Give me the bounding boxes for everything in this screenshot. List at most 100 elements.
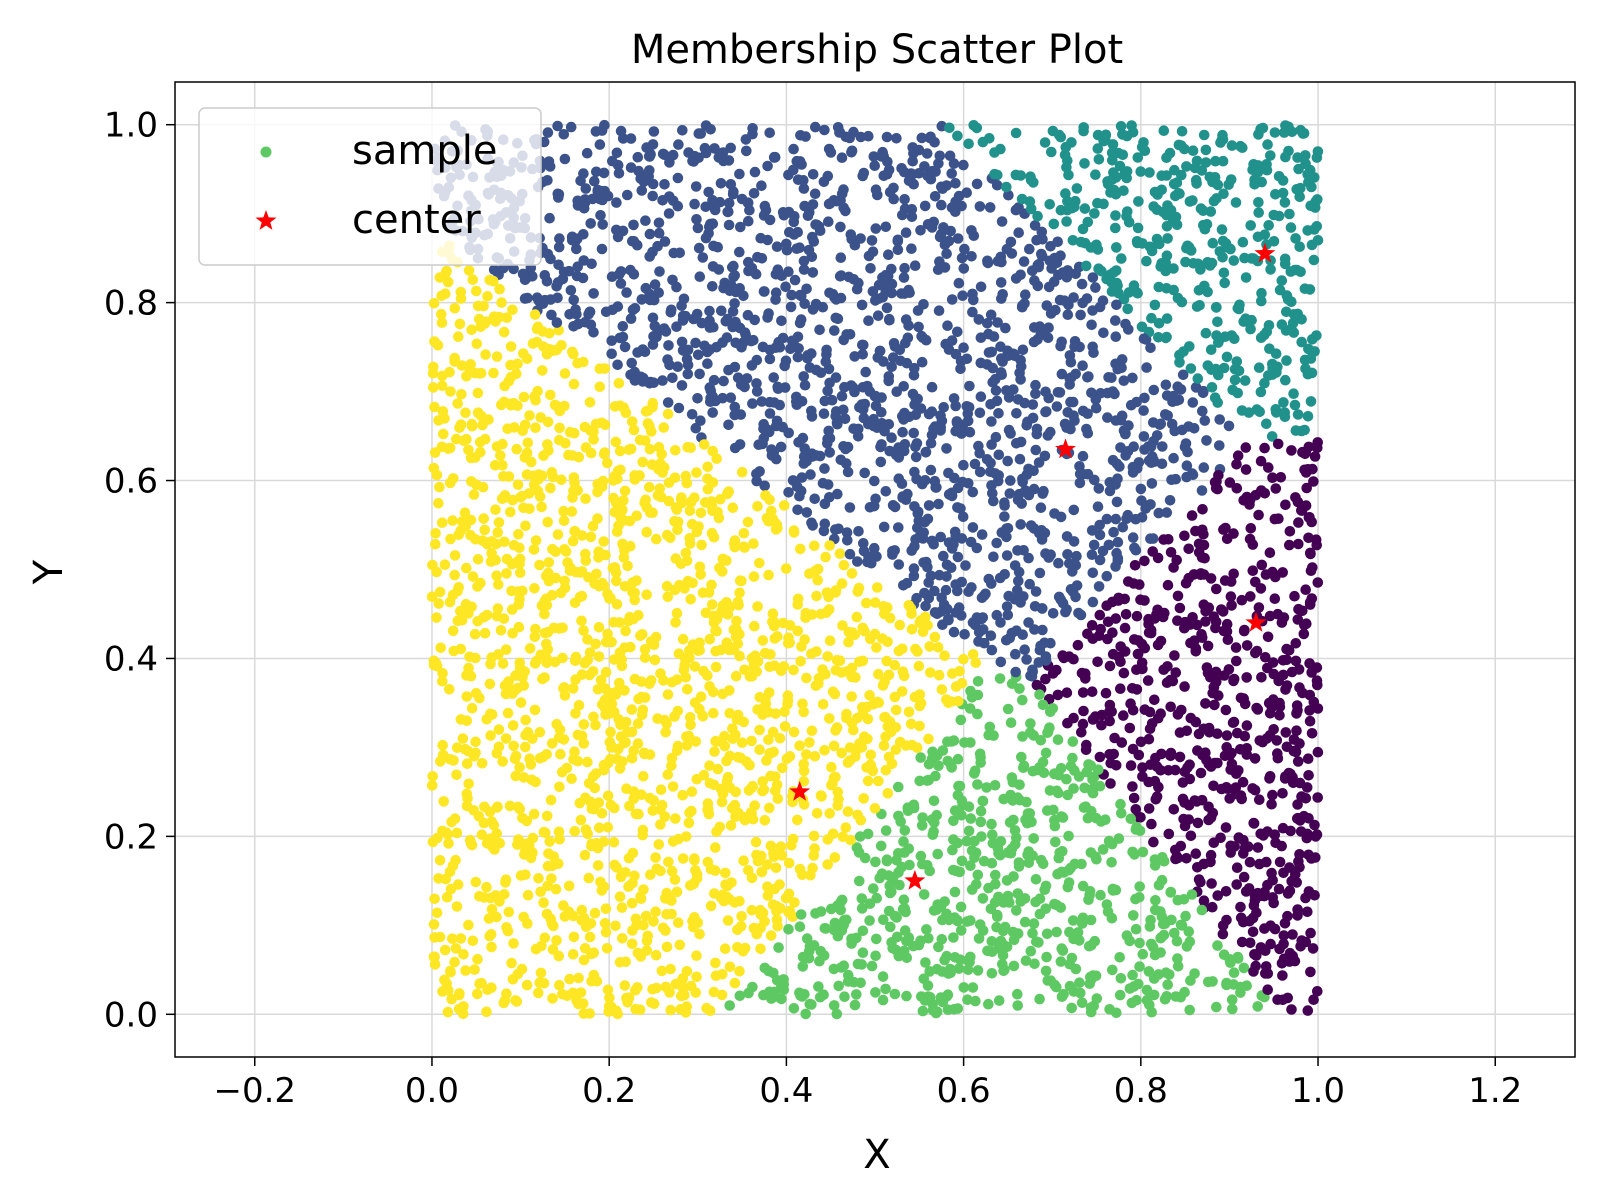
sample-point [523, 488, 535, 499]
sample-point [520, 714, 531, 726]
sample-point [832, 900, 843, 911]
sample-point [1156, 458, 1168, 470]
sample-point [1162, 979, 1173, 990]
sample-point [1015, 896, 1026, 907]
sample-point [490, 316, 501, 327]
sample-point [943, 614, 954, 626]
sample-point [1093, 630, 1105, 641]
sample-point [666, 676, 678, 688]
sample-point [881, 131, 893, 143]
sample-point [545, 794, 557, 806]
sample-point [1238, 962, 1250, 974]
sample-point [724, 1000, 735, 1011]
sample-point [451, 433, 462, 445]
sample-point [1244, 499, 1255, 510]
sample-point [975, 805, 987, 817]
sample-point [578, 625, 589, 636]
sample-point [1278, 930, 1290, 941]
sample-point [883, 371, 895, 382]
sample-point [1309, 890, 1320, 901]
sample-point [942, 320, 953, 332]
sample-point [1154, 419, 1166, 431]
sample-point [608, 654, 620, 665]
sample-point [1025, 520, 1037, 531]
sample-point [556, 474, 567, 486]
sample-point [448, 755, 459, 766]
sample-point [644, 228, 656, 240]
sample-point [846, 662, 858, 674]
sample-point [437, 668, 448, 679]
sample-point [975, 281, 987, 293]
sample-point [1183, 800, 1195, 811]
sample-point [943, 914, 955, 926]
sample-point [451, 742, 463, 753]
sample-point [795, 656, 806, 667]
sample-point [1012, 1000, 1023, 1011]
sample-point [959, 629, 970, 640]
sample-point [1037, 624, 1048, 636]
sample-point [799, 200, 810, 212]
sample-point [1293, 538, 1304, 550]
sample-point [1274, 701, 1286, 712]
sample-point [1104, 660, 1116, 672]
sample-point [673, 833, 684, 845]
sample-point [1305, 547, 1316, 559]
sample-point [1141, 362, 1152, 373]
sample-point [824, 808, 835, 819]
sample-point [1290, 233, 1301, 244]
sample-point [1135, 812, 1146, 823]
sample-point [1264, 771, 1276, 782]
sample-point [1034, 689, 1045, 700]
sample-point [776, 850, 788, 861]
sample-point [1122, 509, 1134, 521]
sample-point [1131, 821, 1142, 833]
sample-point [822, 859, 833, 870]
sample-point [1052, 689, 1064, 701]
sample-point [679, 659, 690, 671]
sample-point [541, 810, 553, 822]
sample-point [740, 134, 752, 145]
sample-point [1253, 509, 1264, 521]
sample-point [547, 860, 558, 872]
sample-point [549, 656, 561, 668]
sample-point [597, 219, 608, 230]
sample-point [680, 547, 692, 559]
sample-point [1239, 375, 1251, 386]
sample-point [961, 835, 973, 847]
sample-point [445, 386, 456, 397]
sample-point [670, 445, 681, 456]
sample-point [986, 416, 997, 427]
sample-point [772, 793, 784, 804]
sample-point [548, 622, 560, 634]
sample-point [866, 960, 878, 972]
sample-point [987, 488, 998, 499]
sample-point [1288, 388, 1299, 400]
sample-point [571, 270, 583, 282]
sample-point [1230, 197, 1242, 208]
sample-point [644, 420, 655, 432]
sample-point [843, 969, 854, 981]
sample-point [785, 301, 797, 313]
sample-point [1110, 513, 1122, 525]
sample-point [1213, 470, 1224, 481]
sample-point [1222, 634, 1234, 645]
sample-point [1012, 792, 1023, 803]
sample-point [1284, 947, 1296, 959]
sample-point [569, 526, 581, 537]
sample-point [570, 708, 581, 719]
sample-point [664, 157, 675, 168]
sample-point [751, 386, 763, 397]
sample-point [888, 872, 899, 883]
sample-point [654, 483, 666, 494]
sample-point [941, 443, 952, 454]
sample-point [710, 842, 721, 853]
sample-point [1183, 572, 1194, 584]
sample-point [690, 736, 702, 747]
sample-point [1182, 446, 1193, 458]
sample-point [1156, 748, 1167, 760]
sample-point [1075, 309, 1086, 321]
sample-point [835, 221, 846, 233]
sample-point [946, 168, 957, 179]
sample-point [532, 485, 544, 497]
sample-point [1248, 253, 1259, 264]
